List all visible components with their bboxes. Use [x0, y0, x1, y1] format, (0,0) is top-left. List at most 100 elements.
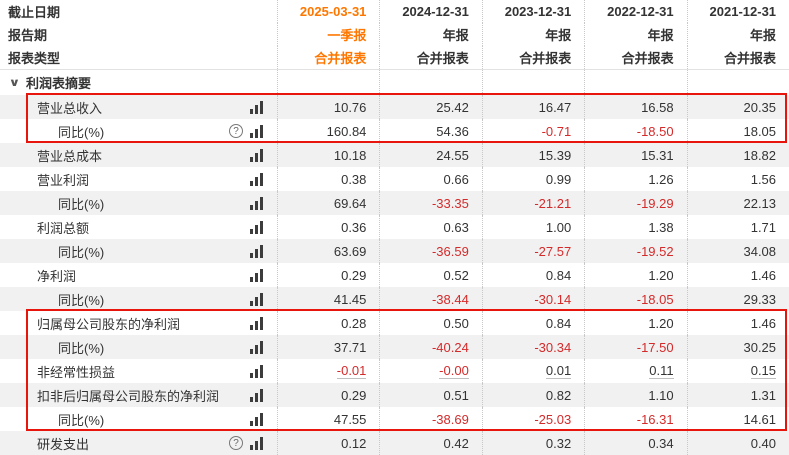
value-cell: 1.26 — [584, 167, 686, 191]
bar-chart-icon[interactable] — [250, 364, 263, 378]
value-cell: 1.56 — [686, 167, 789, 191]
value-cell: 0.28 — [277, 311, 379, 335]
section-empty-cell — [481, 70, 584, 95]
value-cell: 1.10 — [584, 383, 686, 407]
help-icon[interactable]: ? — [229, 436, 243, 450]
row-icons — [250, 172, 263, 186]
header-cell-value: 合并报表 — [314, 51, 367, 66]
cell-value: 0.66 — [443, 171, 469, 187]
value-cell: -30.34 — [481, 335, 584, 359]
row-label-cell: 研发支出? — [0, 431, 277, 455]
value-cell: 1.31 — [686, 383, 789, 407]
bar-chart-icon[interactable] — [250, 244, 263, 258]
header-cell: 一季报 — [277, 23, 379, 46]
cell-value: 34.08 — [743, 243, 777, 259]
cell-value: 18.82 — [743, 147, 777, 163]
value-cell: 0.66 — [379, 167, 481, 191]
cell-value: 14.61 — [743, 411, 777, 427]
cell-value: -19.29 — [636, 195, 674, 211]
value-cell: 1.00 — [481, 215, 584, 239]
bar-chart-icon[interactable] — [250, 124, 263, 138]
header-cell: 年报 — [686, 23, 789, 46]
row-label-cell: 同比(%) — [0, 191, 277, 215]
row-label-cell: 营业利润 — [0, 167, 277, 191]
cell-value: 1.46 — [750, 315, 777, 331]
bar-chart-icon[interactable] — [250, 388, 263, 402]
row-icons — [250, 220, 263, 234]
cell-value: 0.28 — [341, 315, 367, 331]
cell-value: 1.26 — [648, 171, 674, 187]
section-empty-cell — [584, 70, 686, 95]
value-cell: -40.24 — [379, 335, 481, 359]
header-cell-value: 2021-12-31 — [709, 4, 777, 19]
row-label-cell: 同比(%) — [0, 287, 277, 311]
value-cell: 1.71 — [686, 215, 789, 239]
value-cell: -36.59 — [379, 239, 481, 263]
cell-value[interactable]: -0.01 — [336, 363, 367, 379]
header-cell-value: 年报 — [545, 28, 572, 43]
cell-value: 1.20 — [648, 267, 674, 283]
cell-value: 15.31 — [641, 147, 674, 163]
row-label: 扣非后归属母公司股东的净利润 — [37, 388, 220, 404]
bar-chart-icon[interactable] — [250, 172, 263, 186]
bar-chart-icon[interactable] — [250, 340, 263, 354]
cell-value: -19.52 — [636, 243, 674, 259]
value-cell: 0.15 — [686, 359, 789, 383]
value-cell: 18.05 — [686, 119, 789, 143]
cell-value: 0.63 — [443, 219, 469, 235]
row-icons: ? — [229, 436, 263, 450]
bar-chart-icon[interactable] — [250, 220, 263, 234]
bar-chart-icon[interactable] — [250, 292, 263, 306]
cell-value: 1.38 — [648, 219, 674, 235]
chevron-down-icon[interactable]: ∨ — [8, 77, 21, 89]
value-cell: 0.32 — [481, 431, 584, 455]
header-cell: 合并报表 — [277, 46, 379, 69]
row-label-cell: 扣非后归属母公司股东的净利润 — [0, 383, 277, 407]
cell-value: 1.20 — [648, 315, 674, 331]
row-icons — [250, 196, 263, 210]
cell-value: 69.64 — [333, 195, 367, 211]
value-cell: -0.01 — [277, 359, 379, 383]
row-label: 营业总成本 — [37, 148, 103, 164]
section-title: 利润表摘要 — [25, 76, 91, 91]
row-label: 同比(%) — [58, 124, 105, 140]
cell-value: 0.32 — [545, 435, 572, 451]
value-cell: 69.64 — [277, 191, 379, 215]
cell-value[interactable]: 0.01 — [545, 363, 572, 379]
bar-chart-icon[interactable] — [250, 412, 263, 426]
bar-chart-icon[interactable] — [250, 100, 263, 114]
row-label-cell: 同比(%) — [0, 239, 277, 263]
row-label-cell: 非经常性损益 — [0, 359, 277, 383]
cell-value: 1.56 — [750, 171, 777, 187]
bar-chart-icon[interactable] — [250, 436, 263, 450]
cell-value: 10.18 — [333, 147, 367, 163]
table-row: 同比(%) 69.64 -33.35 -21.21 -19.29 22.13 — [0, 191, 789, 215]
cell-value[interactable]: 0.11 — [649, 363, 674, 379]
value-cell: 34.08 — [686, 239, 789, 263]
value-cell: 63.69 — [277, 239, 379, 263]
section-row[interactable]: ∨ 利润表摘要 — [0, 70, 789, 95]
value-cell: 0.34 — [584, 431, 686, 455]
row-icons — [250, 100, 263, 114]
value-cell: 0.29 — [277, 383, 379, 407]
value-cell: -38.44 — [379, 287, 481, 311]
bar-chart-icon[interactable] — [250, 268, 263, 282]
row-label-cell: 营业总成本 — [0, 143, 277, 167]
value-cell: -18.05 — [584, 287, 686, 311]
value-cell: 14.61 — [686, 407, 789, 431]
bar-chart-icon[interactable] — [250, 148, 263, 162]
value-cell: -0.00 — [379, 359, 481, 383]
value-cell: -18.50 — [584, 119, 686, 143]
row-icons — [250, 292, 263, 306]
value-cell: -27.57 — [481, 239, 584, 263]
value-cell: 15.39 — [481, 143, 584, 167]
bar-chart-icon[interactable] — [250, 316, 263, 330]
cell-value[interactable]: 0.15 — [750, 363, 777, 379]
row-label: 营业利润 — [37, 172, 90, 188]
help-icon[interactable]: ? — [229, 124, 243, 138]
row-label: 研发支出 — [37, 436, 90, 452]
table-row: 营业利润 0.38 0.66 0.99 1.26 1.56 — [0, 167, 789, 191]
bar-chart-icon[interactable] — [250, 196, 263, 210]
cell-value[interactable]: -0.00 — [439, 363, 469, 379]
table-row: 营业总成本 10.18 24.55 15.39 15.31 18.82 — [0, 143, 789, 167]
